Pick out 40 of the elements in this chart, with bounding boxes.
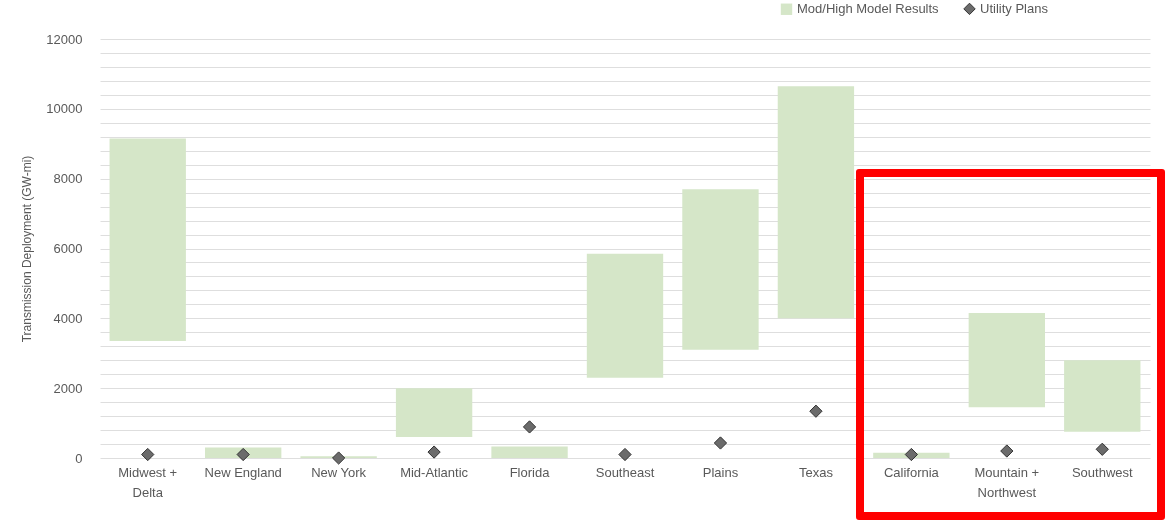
point	[236, 447, 250, 462]
bar	[682, 189, 759, 350]
bar	[586, 253, 664, 378]
x-tick-label: New York	[311, 464, 367, 480]
point	[1095, 442, 1109, 456]
point	[141, 447, 155, 462]
bar	[968, 313, 1045, 408]
bar	[491, 446, 568, 458]
x-tick-label: Southeast	[595, 464, 655, 480]
y-tick-label: 8000	[53, 171, 83, 187]
x-tick-label: Southwest	[1071, 464, 1134, 480]
point	[618, 447, 632, 462]
x-tick-label: California	[883, 464, 940, 480]
y-tick-label: 12000	[46, 31, 83, 47]
y-tick-label: 4000	[53, 310, 83, 326]
point	[427, 445, 441, 459]
bar	[1064, 360, 1141, 432]
y-tick-label: 2000	[53, 380, 83, 396]
legend-label: Utility Plans	[980, 0, 1049, 16]
point	[1000, 444, 1014, 458]
x-tick-label: Florida	[509, 464, 551, 480]
point	[904, 447, 918, 462]
y-tick-label: 6000	[53, 241, 83, 256]
x-tick-label: New England	[204, 464, 282, 480]
bar	[777, 86, 855, 319]
point	[713, 436, 728, 450]
x-tick-label: Mid-Atlantic	[400, 464, 469, 480]
legend-label: Mod/High Model Results	[797, 1, 940, 17]
x-tick-label: Texas	[798, 464, 834, 480]
x-tick-label: Midwest + Delta	[118, 464, 178, 500]
x-tick-label: Plains	[702, 464, 739, 480]
y-tick-label: 0	[75, 450, 83, 466]
y-tick-label: 10000	[46, 101, 83, 117]
point	[332, 451, 346, 465]
bar	[109, 138, 186, 342]
bar	[395, 388, 473, 438]
x-tick-label: Mountain + Northwest	[974, 464, 1040, 500]
point	[522, 420, 537, 434]
point	[809, 404, 823, 418]
y-axis-title: Transmission Deployment (GW-mi)	[20, 155, 35, 343]
